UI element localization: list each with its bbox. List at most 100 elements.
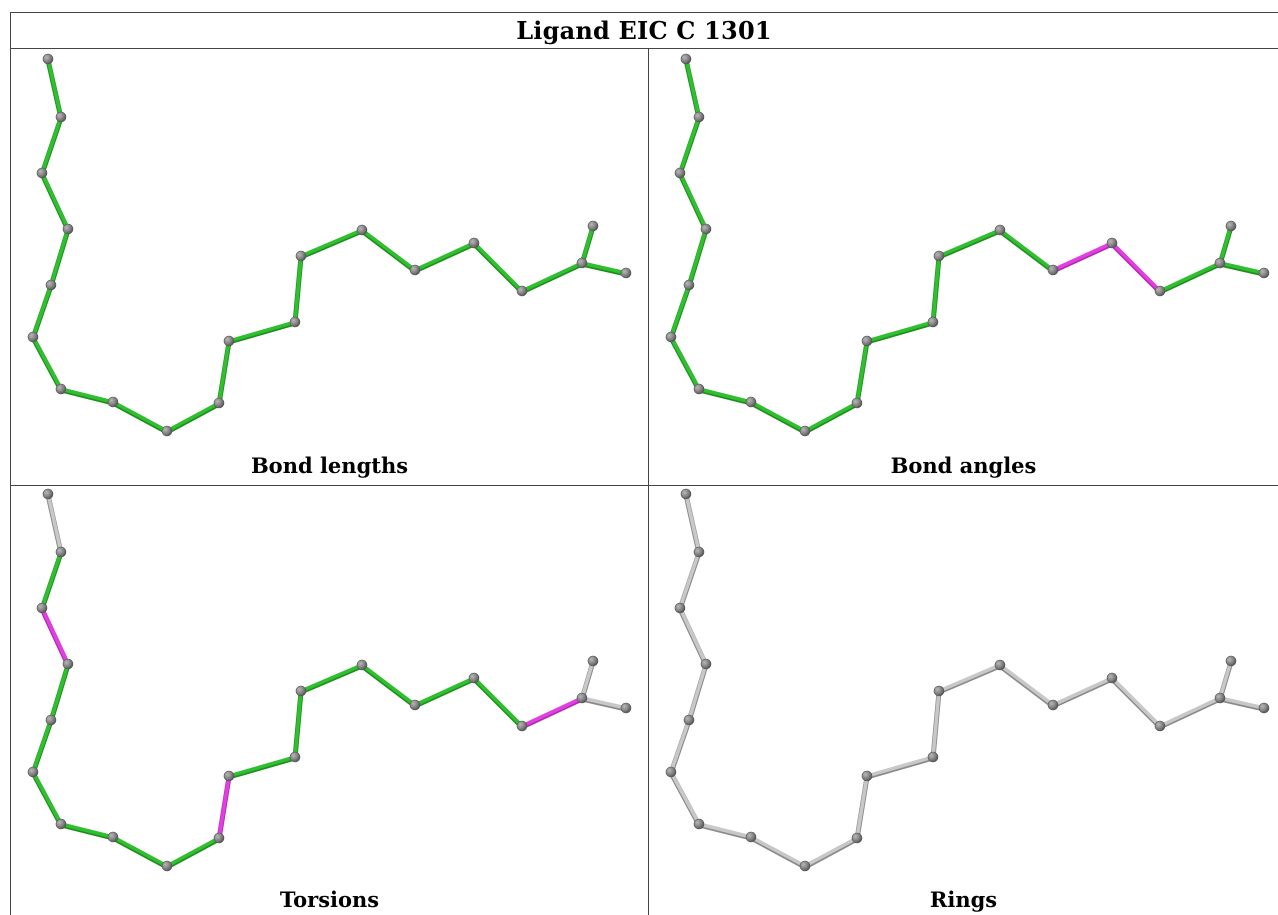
atom bbox=[290, 752, 300, 762]
bond bbox=[857, 776, 867, 838]
bond bbox=[415, 243, 474, 270]
bond bbox=[1000, 665, 1053, 705]
bond bbox=[680, 117, 699, 173]
atom bbox=[621, 268, 631, 278]
atom bbox=[108, 397, 118, 407]
bond bbox=[33, 337, 61, 389]
atom bbox=[577, 258, 587, 268]
atom bbox=[588, 656, 598, 666]
atom bbox=[577, 693, 587, 703]
atom bbox=[862, 336, 872, 346]
bond bbox=[362, 665, 415, 705]
caption-bond-angles: Bond angles bbox=[649, 453, 1278, 478]
panel-bond-lengths: Bond lengths bbox=[11, 49, 648, 485]
atom bbox=[701, 224, 711, 234]
atom bbox=[517, 286, 527, 296]
atom bbox=[56, 384, 66, 394]
bond bbox=[474, 678, 522, 726]
bond bbox=[686, 59, 699, 117]
bond bbox=[582, 661, 593, 698]
bond bbox=[301, 665, 362, 691]
atom bbox=[1155, 286, 1165, 296]
bond bbox=[113, 837, 167, 866]
atom bbox=[63, 659, 73, 669]
atom bbox=[410, 265, 420, 275]
atom bbox=[1259, 703, 1269, 713]
bond bbox=[867, 322, 933, 341]
atom bbox=[469, 673, 479, 683]
caption-torsions: Torsions bbox=[11, 887, 648, 912]
bond bbox=[61, 824, 113, 837]
atom bbox=[296, 251, 306, 261]
atom bbox=[684, 280, 694, 290]
atom bbox=[1215, 258, 1225, 268]
atom bbox=[746, 832, 756, 842]
bond bbox=[229, 757, 295, 776]
atom bbox=[214, 398, 224, 408]
bond bbox=[867, 757, 933, 776]
bond bbox=[474, 243, 522, 291]
bond bbox=[1112, 678, 1160, 726]
bond bbox=[42, 117, 61, 173]
bond bbox=[415, 678, 474, 705]
atom bbox=[694, 819, 704, 829]
atom bbox=[928, 752, 938, 762]
panel-bond-angles: Bond angles bbox=[649, 49, 1278, 485]
atom bbox=[56, 112, 66, 122]
bond bbox=[671, 772, 699, 824]
atom bbox=[37, 603, 47, 613]
caption-rings: Rings bbox=[649, 887, 1278, 912]
bond bbox=[582, 226, 593, 263]
atom bbox=[681, 489, 691, 499]
bond bbox=[48, 59, 61, 117]
atom bbox=[681, 54, 691, 64]
bond bbox=[42, 608, 68, 664]
bond bbox=[689, 229, 706, 285]
bond bbox=[699, 824, 751, 837]
bond bbox=[362, 230, 415, 270]
atom bbox=[290, 317, 300, 327]
atom bbox=[934, 686, 944, 696]
bond bbox=[751, 402, 805, 431]
atom bbox=[357, 660, 367, 670]
atom bbox=[746, 397, 756, 407]
atom bbox=[1107, 673, 1117, 683]
ligand-title: Ligand EIC C 1301 bbox=[10, 12, 1278, 48]
atom bbox=[1107, 238, 1117, 248]
bond bbox=[51, 664, 68, 720]
atom bbox=[37, 168, 47, 178]
bond bbox=[229, 322, 295, 341]
bond bbox=[42, 173, 68, 229]
bond bbox=[671, 337, 699, 389]
molecule-rings bbox=[649, 486, 1278, 915]
atom bbox=[43, 489, 53, 499]
bond bbox=[857, 341, 867, 403]
bond bbox=[33, 285, 51, 337]
atom bbox=[694, 112, 704, 122]
bond bbox=[522, 698, 582, 726]
bond bbox=[1112, 243, 1160, 291]
bond bbox=[1053, 678, 1112, 705]
atom bbox=[852, 398, 862, 408]
bond bbox=[686, 494, 699, 552]
atom bbox=[928, 317, 938, 327]
atom bbox=[56, 819, 66, 829]
atom bbox=[28, 767, 38, 777]
bond bbox=[680, 173, 706, 229]
bond bbox=[751, 837, 805, 866]
atom bbox=[621, 703, 631, 713]
atom bbox=[46, 715, 56, 725]
panel-rings: Rings bbox=[649, 486, 1278, 915]
atom bbox=[862, 771, 872, 781]
bond bbox=[301, 230, 362, 256]
bond bbox=[939, 665, 1000, 691]
atom bbox=[357, 225, 367, 235]
atom bbox=[517, 721, 527, 731]
atom bbox=[63, 224, 73, 234]
bond bbox=[51, 229, 68, 285]
atom bbox=[162, 426, 172, 436]
bond bbox=[42, 552, 61, 608]
atom bbox=[469, 238, 479, 248]
atom bbox=[800, 861, 810, 871]
